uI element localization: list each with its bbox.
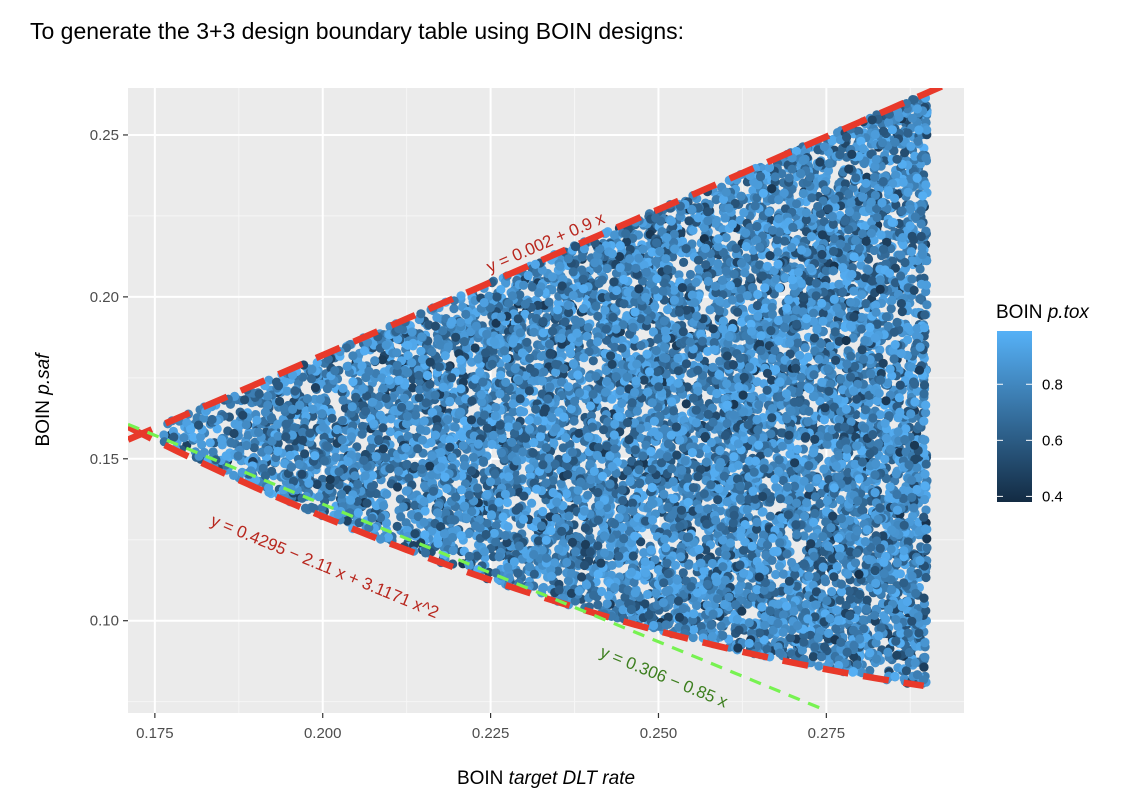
data-point xyxy=(865,665,875,676)
data-point xyxy=(806,232,817,242)
data-point xyxy=(922,300,932,310)
data-point xyxy=(916,279,927,289)
data-point xyxy=(282,386,292,396)
data-point xyxy=(819,464,829,474)
data-point xyxy=(685,269,696,280)
data-points xyxy=(159,93,932,688)
data-point xyxy=(668,406,679,416)
data-point xyxy=(749,531,759,542)
data-point xyxy=(348,351,358,361)
data-point xyxy=(920,652,930,663)
data-point xyxy=(392,348,402,358)
data-point xyxy=(642,589,653,600)
data-point xyxy=(814,661,824,671)
data-point xyxy=(449,304,459,314)
data-point xyxy=(470,343,480,353)
data-point xyxy=(416,346,426,356)
data-point xyxy=(524,562,535,572)
data-point xyxy=(609,230,620,240)
data-point xyxy=(520,309,530,319)
data-point xyxy=(861,299,871,309)
data-point xyxy=(574,428,584,438)
data-point xyxy=(799,531,809,541)
data-point xyxy=(588,356,598,366)
data-point xyxy=(504,472,514,482)
data-point xyxy=(205,438,215,448)
data-point xyxy=(808,652,819,662)
data-point xyxy=(478,456,488,466)
data-point xyxy=(396,512,406,522)
data-point xyxy=(564,344,575,354)
page-title: To generate the 3+3 design boundary tabl… xyxy=(30,18,685,44)
data-point xyxy=(674,270,684,280)
data-point xyxy=(922,534,932,544)
data-point xyxy=(512,475,522,485)
data-point xyxy=(263,391,273,401)
data-point xyxy=(886,304,896,314)
data-point xyxy=(432,313,442,323)
data-point xyxy=(858,615,868,625)
data-point xyxy=(915,294,925,304)
data-point xyxy=(468,452,478,462)
data-point xyxy=(561,489,572,499)
data-point xyxy=(450,422,460,432)
